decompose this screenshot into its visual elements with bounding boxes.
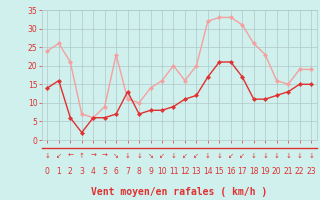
Text: 9: 9 <box>148 168 153 177</box>
Text: ↓: ↓ <box>251 153 257 159</box>
Text: 1: 1 <box>56 168 61 177</box>
Text: ↓: ↓ <box>297 153 302 159</box>
Text: →: → <box>90 153 96 159</box>
Text: 18: 18 <box>249 168 259 177</box>
Text: ↙: ↙ <box>239 153 245 159</box>
Text: ↓: ↓ <box>125 153 131 159</box>
Text: 2: 2 <box>68 168 73 177</box>
Text: 16: 16 <box>226 168 236 177</box>
Text: ↙: ↙ <box>159 153 165 159</box>
Text: 8: 8 <box>137 168 141 177</box>
Text: 17: 17 <box>237 168 247 177</box>
Text: 19: 19 <box>260 168 270 177</box>
Text: ↓: ↓ <box>216 153 222 159</box>
Text: 11: 11 <box>169 168 178 177</box>
Text: 15: 15 <box>214 168 224 177</box>
Text: 0: 0 <box>45 168 50 177</box>
Text: 6: 6 <box>114 168 119 177</box>
Text: ↓: ↓ <box>171 153 176 159</box>
Text: ↓: ↓ <box>205 153 211 159</box>
Text: ←: ← <box>67 153 73 159</box>
Text: ↙: ↙ <box>182 153 188 159</box>
Text: 10: 10 <box>157 168 167 177</box>
Text: ↓: ↓ <box>44 153 50 159</box>
Text: ↓: ↓ <box>262 153 268 159</box>
Text: ↘: ↘ <box>148 153 154 159</box>
Text: Vent moyen/en rafales ( km/h ): Vent moyen/en rafales ( km/h ) <box>91 187 267 197</box>
Text: ↓: ↓ <box>308 153 314 159</box>
Text: 7: 7 <box>125 168 130 177</box>
Text: 22: 22 <box>295 168 304 177</box>
Text: ↙: ↙ <box>56 153 62 159</box>
Text: ↓: ↓ <box>136 153 142 159</box>
Text: ↙: ↙ <box>194 153 199 159</box>
Text: 13: 13 <box>192 168 201 177</box>
Text: 20: 20 <box>272 168 282 177</box>
Text: ↘: ↘ <box>113 153 119 159</box>
Text: 14: 14 <box>203 168 213 177</box>
Text: 21: 21 <box>284 168 293 177</box>
Text: ↑: ↑ <box>79 153 85 159</box>
Text: 3: 3 <box>79 168 84 177</box>
Text: ↓: ↓ <box>285 153 291 159</box>
Text: ↙: ↙ <box>228 153 234 159</box>
Text: 12: 12 <box>180 168 190 177</box>
Text: →: → <box>102 153 108 159</box>
Text: 4: 4 <box>91 168 96 177</box>
Text: 5: 5 <box>102 168 107 177</box>
Text: 23: 23 <box>306 168 316 177</box>
Text: ↓: ↓ <box>274 153 280 159</box>
